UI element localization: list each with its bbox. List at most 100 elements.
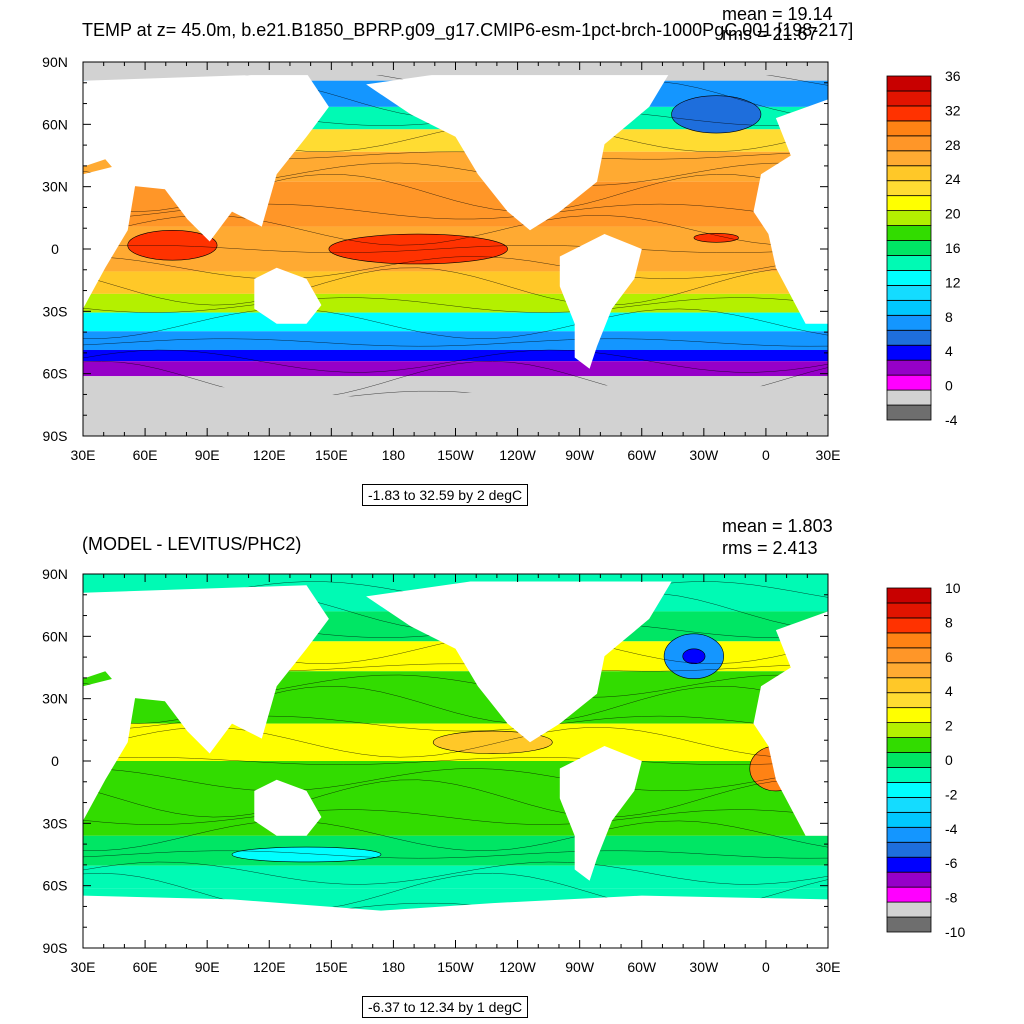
- colorbar-label: 0: [945, 378, 953, 394]
- colorbar-swatch: [886, 374, 932, 391]
- colorbar-swatch: [886, 240, 932, 256]
- lon-tick-label: 90E: [195, 447, 220, 463]
- colorbar-label: -4: [945, 821, 958, 837]
- colorbar-label: -4: [945, 412, 958, 428]
- colorbar-swatch: [886, 150, 932, 167]
- colorbar-swatch: [886, 299, 932, 316]
- lon-tick-label: 30E: [71, 959, 96, 975]
- contour-range-label: -1.83 to 32.59 by 2 degC: [362, 484, 529, 506]
- colorbar-label: 4: [945, 683, 953, 699]
- colorbar-label: 6: [945, 649, 953, 665]
- temperature-panel: TEMP at z= 45.0m, b.e21.B1850_BPRP.g09_g…: [42, 4, 961, 506]
- colorbar-label: 12: [945, 274, 961, 290]
- colorbar-swatch: [886, 826, 932, 843]
- colorbar: 36 32 28 24 20 16 12 8 4 0 -4: [886, 68, 961, 428]
- colorbar-label: 20: [945, 206, 961, 222]
- lat-tick-label: 30N: [42, 179, 68, 195]
- colorbar-swatch: [886, 120, 932, 137]
- colorbar-swatch: [886, 752, 932, 768]
- panel-title: (MODEL - LEVITUS/PHC2): [82, 534, 302, 554]
- colorbar-swatch: [886, 677, 932, 694]
- lon-tick-label: 90W: [565, 959, 595, 975]
- colorbar-swatch: [886, 270, 932, 286]
- colorbar-swatch: [886, 225, 932, 241]
- colorbar-swatch: [886, 359, 932, 376]
- lon-tick-label: 60W: [627, 959, 657, 975]
- colorbar-label: 2: [945, 718, 953, 734]
- colorbar-swatch: [886, 75, 932, 92]
- lon-tick-label: 30E: [816, 959, 841, 975]
- lat-tick-label: 30N: [42, 691, 68, 707]
- lon-tick-label: 120E: [253, 447, 286, 463]
- colorbar-label: -10: [945, 924, 965, 940]
- colorbar-label: 8: [945, 309, 953, 325]
- lat-tick-label: 30S: [43, 815, 68, 831]
- colorbar-swatch: [886, 722, 932, 738]
- colorbar-swatch: [886, 871, 932, 888]
- colorbar-swatch: [886, 284, 932, 301]
- colorbar-swatch: [886, 90, 932, 107]
- colorbar-swatch: [886, 647, 932, 664]
- colorbar-label: 28: [945, 137, 961, 153]
- lon-tick-label: 90E: [195, 959, 220, 975]
- colorbar-label: 36: [945, 68, 961, 84]
- lat-tick-label: 60N: [42, 628, 68, 644]
- colorbar-swatch: [886, 389, 932, 406]
- lon-tick-label: 150W: [437, 959, 474, 975]
- colorbar: 10 8 6 4 2 0 -2 -4 -6 -8 -10: [886, 580, 965, 940]
- lon-tick-label: 0: [762, 959, 770, 975]
- colorbar-swatch: [886, 782, 932, 798]
- lat-tick-label: 90N: [42, 54, 68, 70]
- colorbar-label: -2: [945, 786, 958, 802]
- colorbar-swatch: [886, 841, 932, 858]
- colorbar-swatch: [886, 135, 932, 152]
- difference-panel: (MODEL - LEVITUS/PHC2) mean = 1.803 rms …: [0, 512, 1024, 1024]
- colorbar-label: -6: [945, 855, 958, 871]
- rms-value: rms = 2.413: [722, 538, 818, 558]
- mean-value: mean = 19.14: [722, 4, 833, 24]
- colorbar-label: 4: [945, 343, 953, 359]
- contour-range-label: -6.37 to 12.34 by 1 degC: [362, 996, 529, 1018]
- colorbar-swatch: [886, 314, 932, 331]
- lon-tick-label: 180: [382, 447, 406, 463]
- colorbar-label: 8: [945, 614, 953, 630]
- colorbar-swatch: [886, 811, 932, 828]
- lat-tick-label: 60S: [43, 878, 68, 894]
- colorbar-label: -8: [945, 890, 958, 906]
- lon-tick-label: 120E: [253, 959, 286, 975]
- colorbar-swatch: [886, 255, 932, 271]
- colorbar-swatch: [886, 856, 932, 873]
- colorbar-label: 32: [945, 102, 961, 118]
- lon-tick-label: 180: [382, 959, 406, 975]
- colorbar-swatch: [886, 587, 932, 604]
- colorbar-swatch: [886, 105, 932, 122]
- colorbar-swatch: [886, 632, 932, 649]
- panel-title: TEMP at z= 45.0m, b.e21.B1850_BPRP.g09_g…: [82, 20, 854, 40]
- lon-tick-label: 30W: [689, 447, 719, 463]
- colorbar-swatch: [886, 692, 932, 709]
- colorbar-swatch: [886, 737, 932, 753]
- colorbar-swatch: [886, 404, 932, 421]
- lat-tick-label: 0: [51, 241, 59, 257]
- colorbar-swatch: [886, 796, 932, 813]
- colorbar-swatch: [886, 901, 932, 918]
- colorbar-swatch: [886, 344, 932, 361]
- lon-tick-label: 120W: [499, 447, 536, 463]
- lat-tick-label: 60S: [43, 366, 68, 382]
- colorbar-label: 0: [945, 752, 953, 768]
- colorbar-swatch: [886, 886, 932, 903]
- colorbar-swatch: [886, 180, 932, 197]
- colorbar-swatch: [886, 617, 932, 634]
- colorbar-label: 10: [945, 580, 961, 596]
- colorbar-swatch: [886, 602, 932, 619]
- mean-value: mean = 1.803: [722, 516, 833, 536]
- lon-tick-label: 150E: [315, 447, 348, 463]
- colorbar-swatch: [886, 329, 932, 346]
- lon-tick-label: 30E: [816, 447, 841, 463]
- lon-tick-label: 120W: [499, 959, 536, 975]
- lon-tick-label: 150E: [315, 959, 348, 975]
- lon-tick-label: 150W: [437, 447, 474, 463]
- lat-tick-label: 0: [51, 753, 59, 769]
